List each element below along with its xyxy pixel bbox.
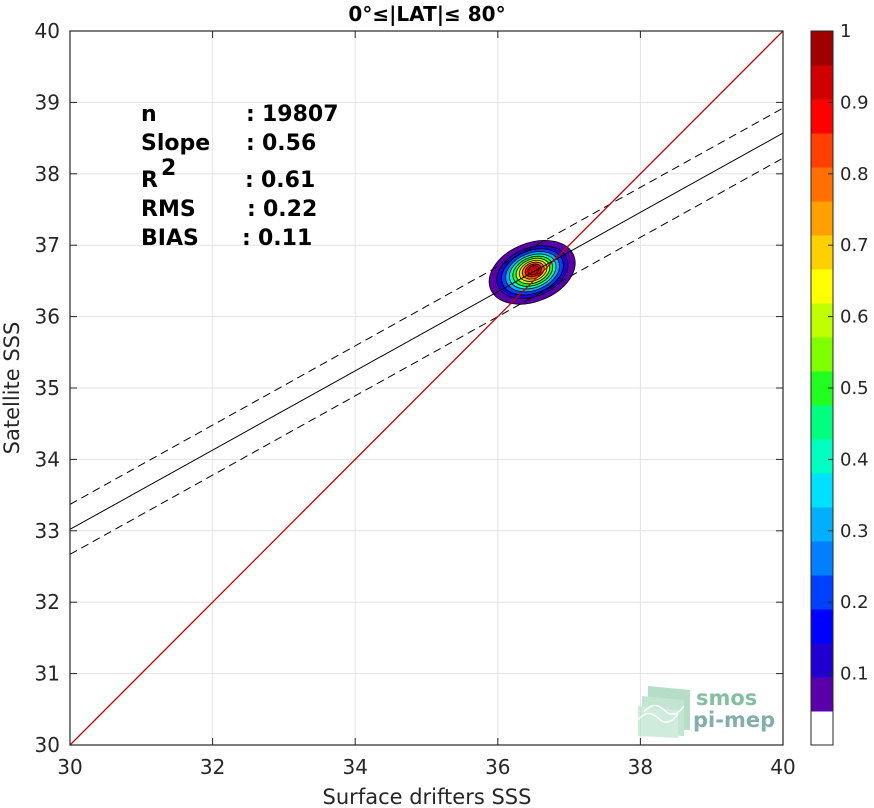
colorbar-segment — [811, 541, 833, 576]
stat-value: 0.56 — [262, 131, 316, 156]
colorbar-tick-label: 0.7 — [840, 235, 869, 256]
watermark-line1: smos — [696, 686, 757, 710]
colorbar-segment — [811, 167, 833, 202]
x-tick-label: 30 — [57, 755, 82, 779]
colorbar-tick-label: 1 — [840, 21, 851, 42]
colorbar-tick-label: 0.6 — [840, 307, 869, 328]
stat-separator: : — [242, 226, 251, 251]
stat-label: RMS — [141, 197, 196, 222]
y-tick-label: 36 — [35, 305, 60, 329]
colorbar-segment — [811, 677, 833, 712]
x-tick-label: 38 — [628, 755, 653, 779]
colorbar-segment — [811, 269, 833, 304]
colorbar-segment — [811, 405, 833, 440]
colorbar-segment — [811, 711, 833, 746]
x-tick-label: 40 — [770, 755, 795, 779]
colorbar: 0.1 0.2 0.3 0.4 0.5 0.6 0.7 0.8 0.9 1 — [810, 21, 869, 746]
colorbar-tick-label: 0.3 — [840, 521, 869, 542]
regression-bound-line — [70, 107, 783, 505]
regression-bound-line — [70, 157, 783, 555]
y-tick-label: 38 — [35, 162, 60, 186]
regression-lines — [70, 31, 783, 745]
x-tick-label: 36 — [485, 755, 510, 779]
stat-separator: : — [246, 131, 255, 156]
axis-ticks: 30 32 34 36 38 40 30 31 32 33 34 35 36 37 38 39 40 — [35, 19, 796, 779]
stat-label: n — [141, 102, 157, 127]
stat-value: 0.22 — [263, 197, 317, 222]
stat-value: 0.61 — [261, 168, 315, 193]
y-tick-label: 40 — [35, 19, 60, 43]
chart-title: 0°≤|LAT|≤ 80° — [348, 2, 505, 26]
stat-label: BIAS — [141, 226, 199, 251]
watermark-line2: pi-mep — [693, 708, 775, 732]
colorbar-segment — [811, 507, 833, 542]
stat-value: 19807 — [262, 102, 339, 127]
y-tick-label: 39 — [35, 90, 60, 114]
colorbar-segment — [811, 643, 833, 678]
regression-line — [70, 132, 783, 530]
colorbar-segment — [811, 609, 833, 644]
colorbar-tick-label: 0.8 — [840, 164, 869, 185]
x-axis-label: Surface drifters SSS — [323, 785, 532, 808]
y-tick-label: 37 — [35, 233, 60, 257]
y-tick-label: 35 — [35, 376, 60, 400]
colorbar-segment — [811, 65, 833, 100]
y-tick-label: 31 — [35, 662, 60, 686]
y-tick-label: 30 — [35, 733, 60, 757]
stat-label: Slope — [141, 131, 210, 156]
x-tick-label: 34 — [342, 755, 367, 779]
logo-mark-icon — [637, 686, 690, 738]
colorbar-tick-label: 0.9 — [840, 92, 869, 113]
density-contour-level — [527, 265, 540, 276]
colorbar-tick-label: 0.1 — [840, 664, 869, 685]
stat-label: R — [141, 168, 158, 193]
colorbar-tick-label: 0.5 — [840, 378, 869, 399]
colorbar-segment — [811, 303, 833, 338]
colorbar-segment — [811, 371, 833, 406]
stat-separator: : — [245, 168, 254, 193]
y-tick-label: 34 — [35, 447, 60, 471]
colorbar-segment — [811, 201, 833, 236]
stat-separator: : — [247, 197, 256, 222]
watermark: smos pi-mep — [637, 686, 775, 738]
grid — [69, 30, 784, 746]
colorbar-tick-label: 0.2 — [840, 592, 869, 613]
colorbar-segment — [811, 235, 833, 270]
stat-value: 0.11 — [258, 226, 312, 251]
stat-separator: : — [246, 102, 255, 127]
colorbar-segment — [811, 439, 833, 474]
colorbar-segment — [811, 99, 833, 134]
y-axis-label: Satellite SSS — [0, 322, 24, 455]
x-tick-label: 32 — [200, 755, 225, 779]
colorbar-segment — [811, 473, 833, 508]
identity-line — [70, 31, 783, 745]
colorbar-tick-label: 0.4 — [840, 449, 869, 470]
colorbar-segment — [811, 575, 833, 610]
y-tick-label: 33 — [35, 519, 60, 543]
colorbar-segment — [811, 133, 833, 168]
colorbar-segment — [811, 31, 833, 66]
stat-label-superscript: 2 — [161, 156, 176, 181]
y-tick-label: 32 — [35, 590, 60, 614]
colorbar-segment — [811, 337, 833, 372]
